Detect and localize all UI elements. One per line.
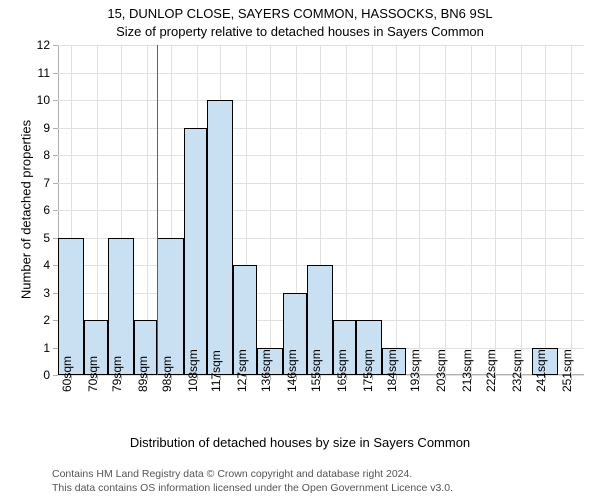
gridline-h: [58, 183, 584, 184]
ytick-mark: [53, 155, 58, 156]
histogram-bar: [58, 238, 84, 376]
gridline-v: [419, 45, 420, 375]
gridline-v: [495, 45, 496, 375]
ytick-label: 1: [30, 341, 50, 355]
ytick-mark: [53, 375, 58, 376]
ytick-label: 6: [30, 203, 50, 217]
ytick-label: 2: [30, 313, 50, 327]
plot-area: [58, 45, 584, 375]
gridline-h: [58, 73, 584, 74]
gridline-v: [571, 45, 572, 375]
ytick-label: 11: [30, 66, 50, 80]
ytick-label: 3: [30, 286, 50, 300]
ytick-mark: [53, 183, 58, 184]
ytick-label: 7: [30, 176, 50, 190]
gridline-v: [521, 45, 522, 375]
gridline-h: [58, 238, 584, 239]
ytick-label: 5: [30, 231, 50, 245]
ytick-label: 10: [30, 93, 50, 107]
gridline-v: [445, 45, 446, 375]
chart-title-line2: Size of property relative to detached ho…: [0, 24, 600, 39]
ytick-label: 4: [30, 258, 50, 272]
gridline-v: [471, 45, 472, 375]
gridline-v: [270, 45, 271, 375]
histogram-bar: [207, 100, 233, 375]
gridline-h: [58, 45, 584, 46]
histogram-bar: [108, 238, 134, 376]
ytick-label: 9: [30, 121, 50, 135]
root: 15, DUNLOP CLOSE, SAYERS COMMON, HASSOCK…: [0, 0, 600, 500]
ytick-label: 0: [30, 368, 50, 382]
gridline-h: [58, 128, 584, 129]
gridline-v: [545, 45, 546, 375]
histogram-bar: [157, 238, 183, 376]
ytick-mark: [53, 100, 58, 101]
gridline-h: [58, 155, 584, 156]
ytick-mark: [53, 128, 58, 129]
ytick-label: 12: [30, 38, 50, 52]
x-axis-label: Distribution of detached houses by size …: [0, 435, 600, 450]
ytick-mark: [53, 45, 58, 46]
reference-line: [157, 45, 158, 375]
ytick-label: 8: [30, 148, 50, 162]
gridline-h: [58, 100, 584, 101]
ytick-mark: [53, 73, 58, 74]
chart-title-line1: 15, DUNLOP CLOSE, SAYERS COMMON, HASSOCK…: [0, 6, 600, 21]
gridline-h: [58, 210, 584, 211]
histogram-bar: [184, 128, 208, 376]
footer-line1: Contains HM Land Registry data © Crown c…: [52, 468, 412, 480]
footer-line2: This data contains OS information licens…: [52, 482, 453, 494]
gridline-v: [396, 45, 397, 375]
ytick-mark: [53, 210, 58, 211]
